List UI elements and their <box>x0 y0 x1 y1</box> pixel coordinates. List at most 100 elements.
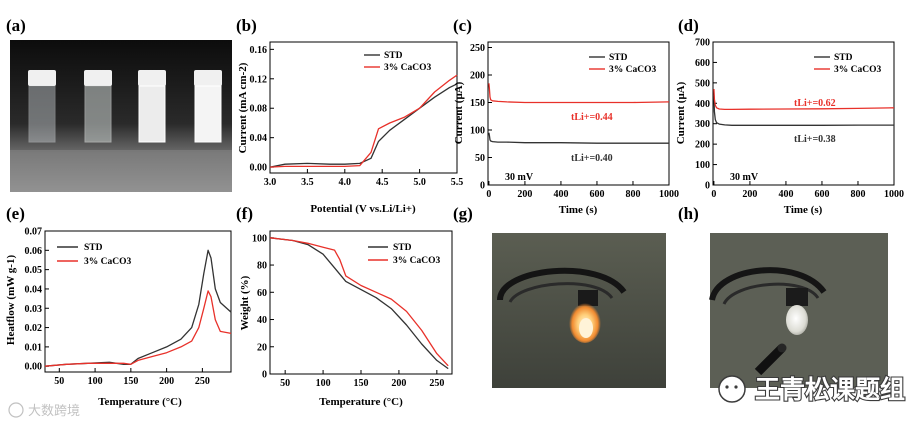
ytick-label-e-0: 0.00 <box>25 362 43 373</box>
ytick-label-e-6: 0.06 <box>25 246 43 257</box>
watermark-left: 大数跨境 <box>8 402 80 419</box>
series-f-caco3 <box>269 237 449 367</box>
xtick-label-e-0: 50 <box>54 376 64 387</box>
xtick-label-c-1: 200 <box>517 189 532 200</box>
panel-label-a: (a) <box>6 16 26 35</box>
legend-f: STD 3% CaCO3 <box>368 243 440 266</box>
annotation-d-voltage: 30 mV <box>730 172 759 183</box>
photo-g-burning <box>492 233 666 388</box>
ytick-label-f-0: 0 <box>262 370 267 381</box>
legend-f-caco3: 3% CaCO3 <box>393 256 440 266</box>
xtick-label-f-3: 200 <box>391 378 406 389</box>
legend-e-caco3: 3% CaCO3 <box>84 257 131 267</box>
ytick-label-d-5: 500 <box>695 78 710 89</box>
xlabel-c: Time (s) <box>559 204 598 216</box>
xtick-label-f-1: 100 <box>316 378 331 389</box>
series-c-std <box>488 132 669 144</box>
ytick-label-b-4: 0.16 <box>250 45 268 56</box>
annotation-d-std: tLi+=0.38 <box>794 134 836 145</box>
ylabel-b: Current (mA cm-2) <box>237 62 249 153</box>
panel-label-d: (d) <box>678 16 699 35</box>
xtick-label-b-1: 3.5 <box>301 177 314 188</box>
legend-d: STD 3% CaCO3 <box>814 53 881 75</box>
legend-e-std: STD <box>84 243 103 253</box>
ytick-label-b-3: 0.12 <box>250 74 268 85</box>
ytick-label-c-0: 0 <box>480 181 485 192</box>
xtick-label-d-4: 800 <box>850 189 865 200</box>
legend-c: STD 3% CaCO3 <box>589 53 656 75</box>
ytick-label-d-1: 100 <box>695 160 710 171</box>
watermark-right-icon <box>718 375 746 403</box>
series-c-caco3 <box>488 83 670 104</box>
series-e-std <box>44 249 232 367</box>
xtick-label-d-3: 600 <box>814 189 829 200</box>
ytick-label-e-3: 0.03 <box>25 304 43 315</box>
series-b-std <box>269 83 458 168</box>
chart-e: 50 100 150 200 250 0.00 0.01 0.02 0.03 0.04 0.05 0.… <box>5 227 232 408</box>
ylabel-c: Current (μA) <box>453 81 465 144</box>
vial-2 <box>84 70 112 143</box>
ytick-label-b-0: 0.00 <box>250 163 268 174</box>
xlabel-e: Temperature (°C) <box>98 396 182 408</box>
ytick-label-d-6: 600 <box>695 58 710 69</box>
xlabel-b: Potential (V vs.Li/Li+) <box>310 203 416 215</box>
ytick-label-d-3: 300 <box>695 119 710 130</box>
ytick-label-c-5: 250 <box>470 43 485 54</box>
panel-label-h: (h) <box>678 204 699 223</box>
watermark-left-text: 大数跨境 <box>28 404 80 419</box>
ytick-label-e-5: 0.05 <box>25 265 43 276</box>
xtick-label-c-0: 0 <box>486 189 491 200</box>
xtick-label-e-1: 100 <box>88 376 103 387</box>
legend-c-caco3: 3% CaCO3 <box>609 65 656 75</box>
annotation-d-caco3: tLi+=0.62 <box>794 98 836 109</box>
panel-label-f: (f) <box>236 204 253 223</box>
ylabel-f: Weight (%) <box>239 275 251 330</box>
series-d-caco3 <box>713 88 895 111</box>
xtick-label-c-5: 1000 <box>659 189 679 200</box>
xlabel-d: Time (s) <box>784 204 823 216</box>
vial-1 <box>28 70 56 143</box>
vial-4 <box>194 70 222 143</box>
ylabel-d: Current (μA) <box>675 81 687 144</box>
xtick-label-d-0: 0 <box>711 189 716 200</box>
xtick-label-d-5: 1000 <box>884 189 904 200</box>
annotation-c-voltage: 30 mV <box>505 172 534 183</box>
legend-f-std: STD <box>393 243 412 253</box>
ytick-label-e-4: 0.04 <box>25 284 43 295</box>
ytick-label-d-4: 400 <box>695 99 710 110</box>
xtick-label-e-2: 150 <box>123 376 138 387</box>
panel-label-c: (c) <box>453 16 472 35</box>
legend-b-caco3: 3% CaCO3 <box>384 63 431 73</box>
chart-d: 0 200 400 600 800 10000100200300400500600700 … <box>675 38 904 217</box>
ytick-label-d-0: 0 <box>705 181 710 192</box>
legend-e: STD 3% CaCO3 <box>57 243 131 267</box>
watermark-right: 王青松课题组 <box>718 374 906 405</box>
chart-b: 3.0 3.5 4.0 4.5 5.0 5.5 0.00 0.04 0.08 0.12 0.16 S… <box>237 41 463 215</box>
photo-a-vials <box>10 40 232 192</box>
legend-d-caco3: 3% CaCO3 <box>834 65 881 75</box>
photo-h-after <box>709 233 888 388</box>
xtick-label-c-3: 600 <box>589 189 604 200</box>
xtick-label-b-3: 4.5 <box>376 177 389 188</box>
xtick-label-c-4: 800 <box>625 189 640 200</box>
ytick-label-c-3: 150 <box>470 98 485 109</box>
ytick-label-f-4: 80 <box>257 261 267 272</box>
watermark-left-icon <box>8 402 24 418</box>
xtick-label-e-3: 200 <box>159 376 174 387</box>
series-b-caco3 <box>269 74 458 168</box>
xtick-label-c-2: 400 <box>553 189 568 200</box>
series-f-std <box>269 237 449 370</box>
annotation-c-caco3: tLi+=0.44 <box>571 112 613 123</box>
ytick-label-f-2: 40 <box>257 315 267 326</box>
ytick-label-f-5: 100 <box>252 233 267 244</box>
ytick-label-f-3: 60 <box>257 288 267 299</box>
ytick-label-e-7: 0.07 <box>25 227 43 238</box>
xtick-label-b-4: 5.0 <box>413 177 426 188</box>
legend-b-std: STD <box>384 51 403 61</box>
ylabel-e: Heatflow (mW g-1) <box>5 255 17 346</box>
ytick-label-b-1: 0.04 <box>250 133 268 144</box>
panel-label-e: (e) <box>6 204 25 223</box>
annotation-c-std: tLi+=0.40 <box>571 153 613 164</box>
